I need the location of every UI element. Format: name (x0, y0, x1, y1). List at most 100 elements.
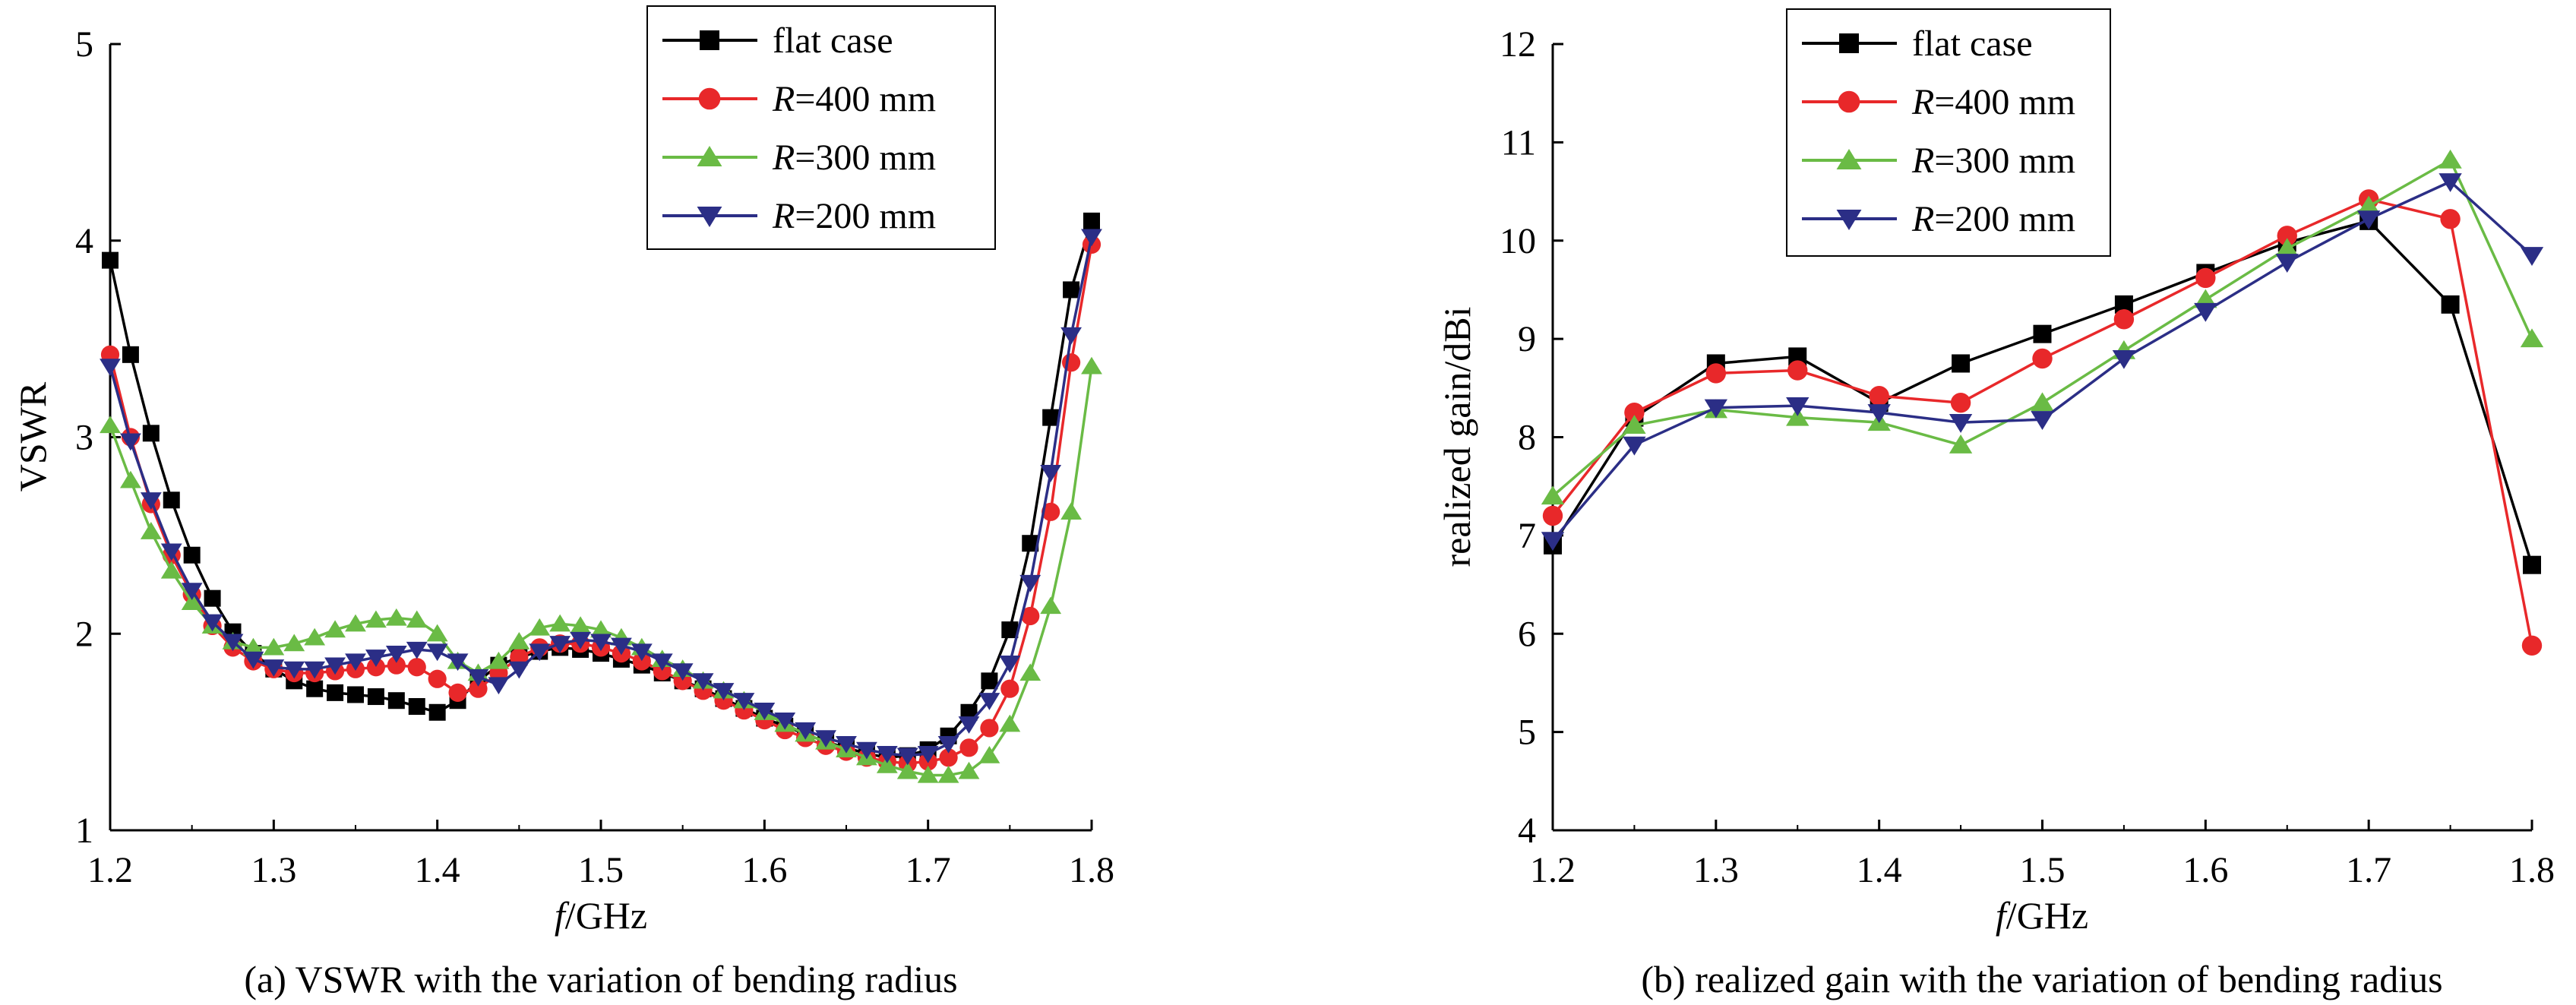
data-point (365, 610, 387, 628)
data-point (163, 491, 180, 509)
data-point (999, 655, 1021, 673)
data-point (1063, 281, 1080, 299)
y-axis-title: realized gain/dBi (1436, 307, 1478, 567)
y-tick-label: 5 (75, 24, 93, 65)
y-tick-label: 4 (1518, 811, 1536, 851)
data-point (140, 492, 162, 510)
y-tick-label: 12 (1500, 24, 1536, 65)
data-point (347, 686, 364, 703)
data-point (590, 634, 612, 652)
data-point (160, 561, 182, 579)
data-point (917, 745, 939, 763)
data-point (407, 658, 426, 677)
data-point (263, 637, 285, 656)
data-point (733, 693, 755, 710)
data-point (1081, 356, 1102, 375)
data-point (2033, 324, 2052, 343)
chart-caption: (b) realized gain with the variation of … (1641, 958, 2442, 1000)
data-point (1949, 435, 1973, 454)
data-point (222, 634, 244, 652)
data-point (2439, 173, 2462, 192)
data-point (426, 624, 448, 642)
series-line-3 (109, 366, 1093, 777)
data-point (958, 716, 980, 734)
data-point (1867, 404, 1891, 423)
y-tick-label: 3 (75, 418, 93, 458)
data-point (1704, 399, 1728, 419)
data-point (896, 761, 918, 779)
data-point (549, 614, 571, 632)
data-point (1042, 409, 1060, 426)
data-point (570, 616, 591, 634)
legend-label: R=300 mm (772, 137, 936, 178)
y-tick-label: 1 (75, 811, 93, 851)
data-point (856, 741, 877, 760)
y-tick-label: 11 (1501, 122, 1536, 163)
legend-label: R=200 mm (772, 196, 936, 236)
data-point (1950, 393, 1971, 413)
data-point (1040, 596, 1062, 615)
y-tick-label: 2 (75, 614, 93, 654)
y-tick-label: 5 (1518, 713, 1536, 753)
data-point (263, 659, 285, 677)
x-axis-title: f/GHz (555, 894, 647, 937)
data-point (1000, 679, 1019, 698)
x-tick-label: 1.7 (2346, 850, 2391, 890)
data-point (2356, 210, 2381, 230)
y-tick-label: 4 (75, 221, 93, 261)
data-point (1040, 464, 1062, 482)
data-point (1021, 606, 1040, 626)
x-tick-label: 1.8 (1069, 850, 1114, 890)
data-point (2194, 302, 2217, 322)
data-point (387, 656, 406, 675)
x-axis-title: f/GHz (1996, 894, 2088, 937)
data-point (488, 651, 510, 669)
data-point (1705, 363, 1727, 384)
data-point (939, 748, 958, 767)
data-point (120, 433, 141, 451)
data-point (160, 543, 182, 561)
data-point (406, 610, 428, 628)
data-point (242, 651, 264, 669)
data-point (590, 620, 612, 638)
data-point (1001, 621, 1019, 639)
data-point (937, 736, 959, 754)
data-point (448, 683, 467, 702)
data-point (999, 714, 1021, 732)
data-point (815, 730, 836, 748)
data-point (345, 614, 366, 632)
data-point (1019, 574, 1041, 593)
data-point (2523, 555, 2541, 574)
data-point (876, 755, 898, 773)
y-tick-label: 10 (1500, 221, 1536, 261)
data-point (896, 747, 918, 766)
data-point (201, 614, 223, 632)
x-tick-label: 1.5 (2020, 850, 2066, 890)
data-point (428, 703, 446, 721)
data-point (508, 631, 530, 649)
legend-marker (1838, 90, 1860, 113)
data-point (2113, 309, 2135, 330)
data-point (1083, 212, 1100, 229)
legend-marker (1836, 149, 1862, 169)
data-point (120, 470, 141, 488)
data-point (1786, 397, 1810, 416)
data-point (140, 522, 162, 539)
data-point (204, 589, 221, 607)
data-point (2356, 195, 2381, 215)
data-point (345, 653, 366, 672)
legend-label: R=400 mm (1911, 82, 2075, 122)
chart-vswr: 1.2 1.3 1.4 1.5 1.6 1.7 1.8 1 2 3 4 5 flat case R=400… (11, 5, 1114, 1000)
data-point (1624, 402, 1645, 423)
legend-marker (697, 207, 722, 227)
legend-label: R=300 mm (1911, 141, 2075, 181)
data-point (306, 680, 324, 697)
data-point (1623, 436, 1646, 456)
data-point (1541, 532, 1565, 551)
data-point (1542, 505, 1563, 526)
data-point (1041, 502, 1060, 521)
data-point (2112, 349, 2136, 369)
data-point (2277, 226, 2297, 246)
legend-marker (697, 146, 722, 166)
